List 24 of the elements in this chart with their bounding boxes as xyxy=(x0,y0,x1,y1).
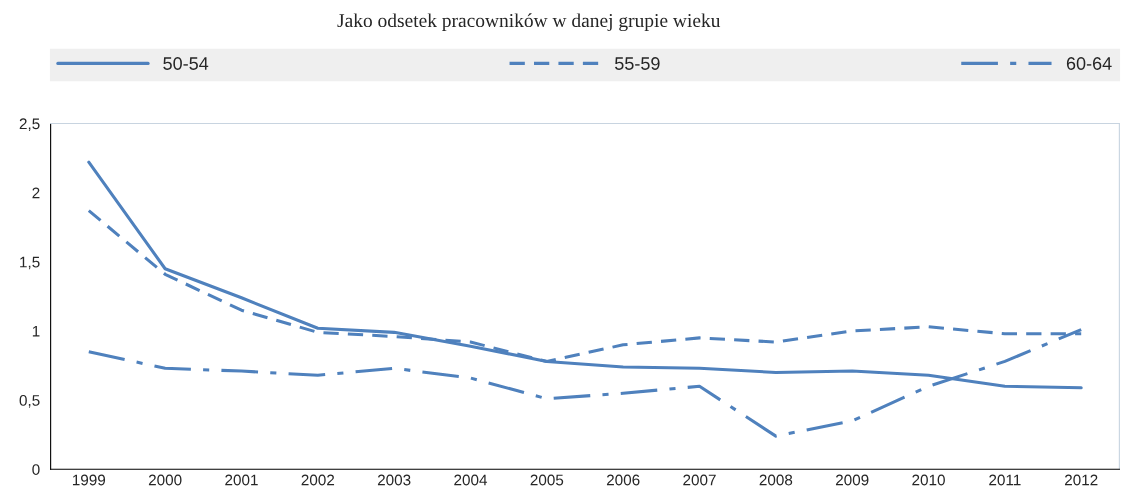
y-tick-label: 1,5 xyxy=(20,256,40,270)
x-tick-label: 2012 xyxy=(1064,474,1098,486)
y-tick-label: 1 xyxy=(32,326,40,337)
x-tick-label: 2002 xyxy=(301,474,335,486)
chart-title: Jako odsetek pracowników w danej grupie wieku xyxy=(337,13,721,32)
x-tick-label: 2003 xyxy=(377,474,411,486)
x-tick-label: 2007 xyxy=(683,474,716,486)
y-tick-label: 0,5 xyxy=(19,395,40,408)
x-tick-label: 2004 xyxy=(454,474,488,486)
x-tick-label: 2005 xyxy=(530,474,564,486)
legend-label: 55-59 xyxy=(615,57,660,70)
legend-label: 60-64 xyxy=(1066,57,1112,70)
y-tick-label: 0 xyxy=(32,464,40,475)
x-tick-label: 1999 xyxy=(72,474,106,486)
x-tick-label: 2010 xyxy=(912,474,945,486)
x-tick-label: 2011 xyxy=(989,474,1021,486)
x-tick-label: 2008 xyxy=(759,474,793,486)
legend-label: 50-54 xyxy=(163,57,209,70)
x-tick-label: 2006 xyxy=(606,474,640,486)
x-tick-label: 2009 xyxy=(835,474,869,486)
x-tick-label: 2001 xyxy=(225,474,258,486)
x-tick-label: 2000 xyxy=(148,474,182,486)
y-tick-label: 2 xyxy=(32,187,40,199)
y-tick-label: 2,5 xyxy=(19,118,40,131)
